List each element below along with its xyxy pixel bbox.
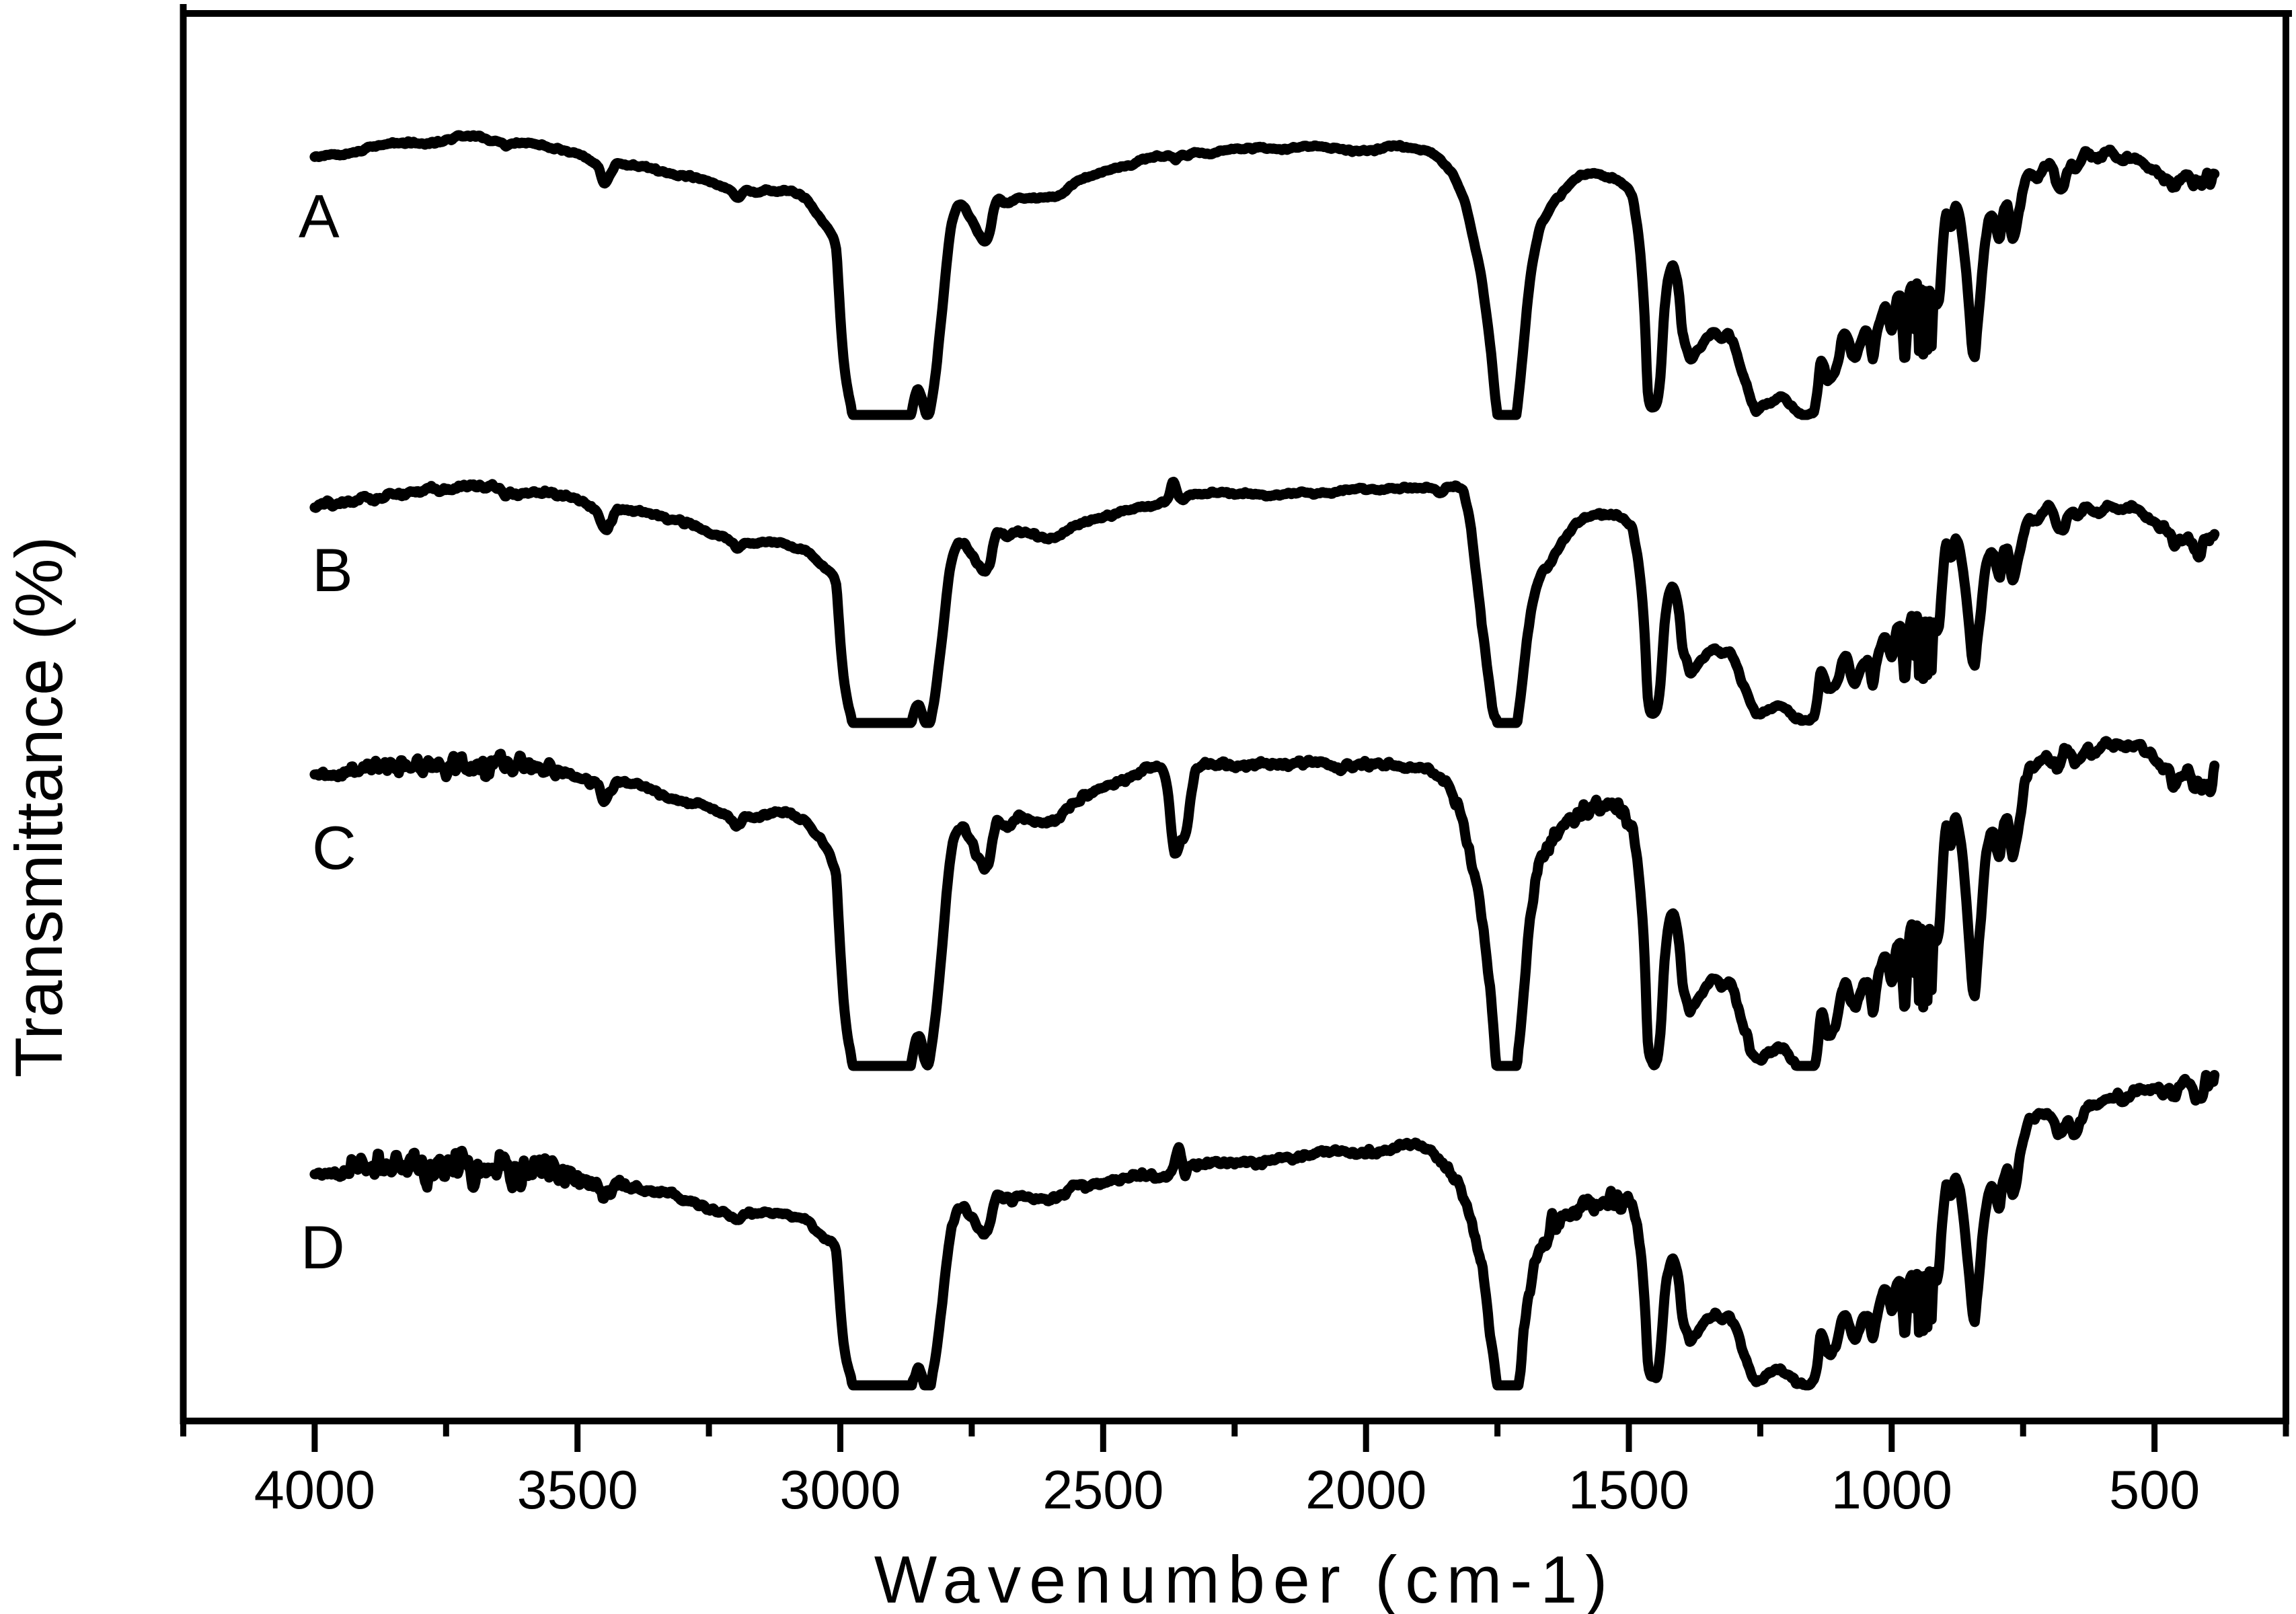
svg-text:1500: 1500 — [1568, 1460, 1689, 1521]
svg-text:A: A — [299, 183, 340, 251]
svg-text:3000: 3000 — [779, 1460, 901, 1521]
svg-text:D: D — [301, 1214, 345, 1282]
svg-text:3500: 3500 — [517, 1460, 638, 1521]
svg-text:Transmittance (%): Transmittance (%) — [1, 536, 76, 1077]
svg-text:4000: 4000 — [254, 1460, 375, 1521]
svg-text:1000: 1000 — [1831, 1460, 1952, 1521]
svg-text:500: 500 — [2109, 1460, 2200, 1521]
svg-text:C: C — [312, 814, 356, 882]
svg-text:B: B — [312, 537, 353, 605]
svg-text:2500: 2500 — [1042, 1460, 1163, 1521]
svg-text:2000: 2000 — [1305, 1460, 1426, 1521]
svg-text:Wavenumber (cm-1): Wavenumber (cm-1) — [874, 1542, 1616, 1614]
